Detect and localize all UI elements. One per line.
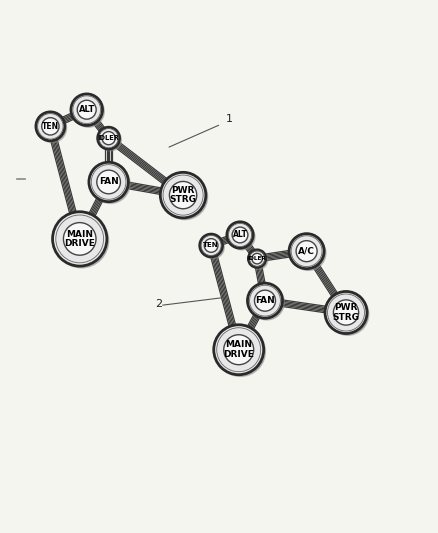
Text: FAN: FAN [99, 177, 119, 187]
Text: 2: 2 [155, 299, 162, 309]
Text: FAN: FAN [255, 296, 275, 305]
Circle shape [54, 214, 109, 268]
Text: IDLER: IDLER [247, 256, 267, 261]
Text: ALT: ALT [233, 230, 247, 239]
Circle shape [77, 100, 96, 119]
Text: PWR
STRG: PWR STRG [332, 303, 360, 322]
Text: TEN: TEN [42, 122, 59, 131]
Circle shape [170, 181, 197, 209]
Circle shape [91, 164, 130, 204]
Circle shape [204, 239, 218, 252]
Circle shape [333, 300, 359, 325]
Circle shape [250, 252, 268, 269]
Text: MAIN
DRIVE: MAIN DRIVE [64, 230, 95, 248]
Circle shape [252, 253, 262, 264]
Circle shape [98, 127, 120, 149]
Circle shape [162, 174, 208, 220]
Circle shape [89, 162, 128, 201]
Text: A/C: A/C [298, 247, 315, 256]
Circle shape [224, 335, 254, 365]
Circle shape [325, 292, 367, 334]
Circle shape [249, 285, 284, 320]
Text: PWR
STRG: PWR STRG [170, 186, 197, 205]
Text: IDLER: IDLER [98, 135, 120, 141]
Text: 1: 1 [226, 114, 233, 124]
Circle shape [71, 94, 102, 125]
Text: MAIN
DRIVE: MAIN DRIVE [223, 341, 254, 359]
Circle shape [229, 223, 255, 250]
Circle shape [215, 327, 265, 376]
Circle shape [42, 118, 59, 135]
Circle shape [201, 236, 224, 259]
Circle shape [296, 241, 317, 262]
Circle shape [327, 293, 369, 335]
Text: TEN: TEN [203, 243, 219, 248]
Circle shape [102, 132, 115, 145]
Circle shape [64, 223, 96, 255]
Circle shape [73, 96, 104, 127]
Circle shape [289, 233, 324, 269]
Circle shape [200, 234, 223, 257]
Circle shape [232, 227, 248, 243]
Circle shape [99, 129, 121, 151]
Circle shape [227, 222, 253, 248]
Circle shape [254, 290, 276, 311]
Circle shape [247, 283, 283, 318]
Circle shape [38, 114, 67, 142]
Circle shape [97, 170, 120, 194]
Circle shape [248, 250, 266, 268]
Circle shape [53, 212, 107, 266]
Circle shape [36, 112, 65, 141]
Circle shape [160, 172, 206, 218]
Circle shape [291, 236, 326, 270]
Circle shape [214, 325, 264, 375]
Text: ALT: ALT [78, 105, 95, 114]
